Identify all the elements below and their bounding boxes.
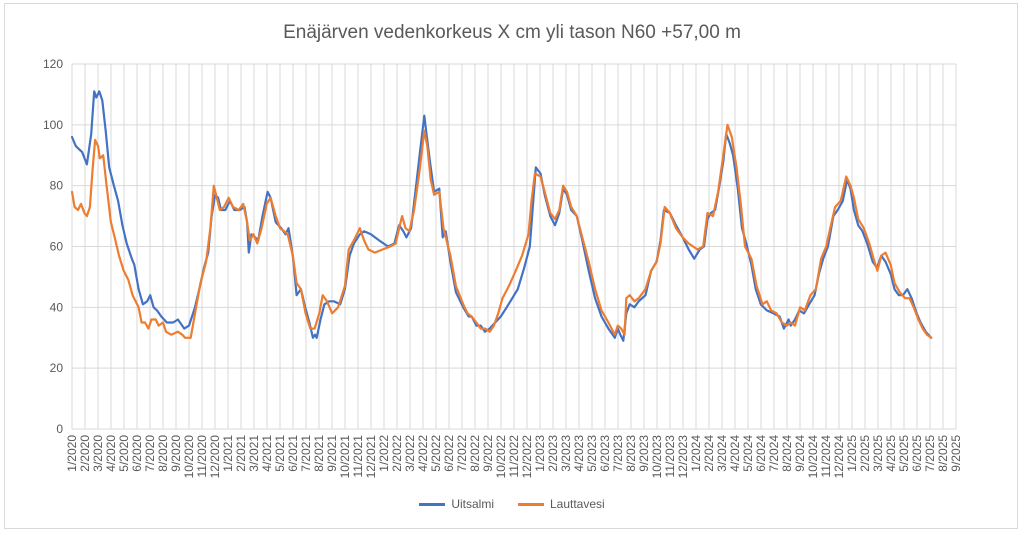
x-tick-label: 10/2024: [806, 435, 820, 479]
x-tick-label: 11/2022: [507, 435, 521, 478]
legend-item-lauttavesi: Lauttavesi: [517, 497, 605, 511]
legend-label-uitsalmi: Uitsalmi: [451, 497, 494, 511]
x-tick-label: 8/2021: [312, 435, 326, 472]
x-axis-ticks: 1/2020 2/2020 3/2020 4/2020 5/2020 6/2020 7/20…: [65, 435, 963, 479]
x-tick-label: 6/2024: [754, 435, 768, 472]
x-tick-label: 3/2020: [91, 435, 105, 472]
x-tick-label: 4/2022: [416, 435, 430, 472]
x-tick-label: 1/2021: [221, 435, 235, 472]
x-tick-label: 8/2025: [936, 435, 950, 472]
x-tick-label: 2/2025: [858, 435, 872, 472]
x-tick-label: 9/2020: [169, 435, 183, 472]
x-tick-label: 2/2023: [546, 435, 560, 472]
x-tick-label: 3/2021: [247, 435, 261, 472]
x-tick-label: 11/2024: [819, 435, 833, 478]
x-tick-label: 6/2022: [442, 435, 456, 472]
chart-frame: [4, 3, 1018, 529]
x-tick-label: 11/2020: [195, 435, 209, 478]
x-tick-label: 5/2021: [273, 435, 287, 472]
x-tick-label: 2/2022: [390, 435, 404, 472]
x-tick-label: 4/2025: [884, 435, 898, 472]
legend-label-lauttavesi: Lauttavesi: [549, 497, 605, 511]
x-tick-label: 5/2025: [897, 435, 911, 472]
y-axis-ticks: 0 20 40 60 80 100 120: [43, 57, 63, 436]
x-tick-label: 6/2023: [598, 435, 612, 472]
y-tick-label: 60: [50, 240, 64, 254]
x-tick-label: 7/2022: [455, 435, 469, 472]
x-tick-label: 5/2022: [429, 435, 443, 472]
x-tick-label: 12/2020: [208, 435, 222, 479]
x-tick-label: 12/2022: [520, 435, 534, 479]
x-tick-label: 9/2021: [325, 435, 339, 472]
x-tick-label: 1/2024: [689, 435, 703, 472]
x-tick-label: 4/2023: [572, 435, 586, 472]
x-tick-label: 9/2023: [637, 435, 651, 472]
x-tick-label: 6/2020: [130, 435, 144, 472]
x-tick-label: 3/2022: [403, 435, 417, 472]
x-tick-label: 4/2021: [260, 435, 274, 472]
x-tick-label: 11/2023: [663, 435, 677, 478]
x-tick-label: 9/2022: [481, 435, 495, 472]
x-tick-label: 6/2021: [286, 435, 300, 472]
x-tick-label: 8/2024: [780, 435, 794, 472]
x-tick-label: 9/2024: [793, 435, 807, 472]
x-tick-label: 3/2025: [871, 435, 885, 472]
x-tick-label: 8/2023: [624, 435, 638, 472]
x-tick-label: 12/2023: [676, 435, 690, 479]
x-tick-label: 2/2021: [234, 435, 248, 472]
legend-item-uitsalmi: Uitsalmi: [419, 497, 494, 511]
gridlines: [71, 63, 957, 430]
y-tick-label: 20: [50, 361, 64, 375]
x-tick-label: 2/2020: [78, 435, 92, 472]
x-tick-label: 10/2021: [338, 435, 352, 479]
y-tick-label: 40: [50, 300, 64, 314]
x-tick-label: 4/2024: [728, 435, 742, 472]
x-tick-label: 10/2020: [182, 435, 196, 479]
x-tick-label: 7/2020: [143, 435, 157, 472]
x-tick-label: 9/2025: [949, 435, 963, 472]
x-tick-label: 8/2022: [468, 435, 482, 472]
x-tick-label: 1/2020: [65, 435, 79, 472]
x-tick-label: 5/2020: [117, 435, 131, 472]
x-tick-label: 3/2024: [715, 435, 729, 472]
x-tick-label: 11/2021: [351, 435, 365, 478]
x-tick-label: 7/2025: [923, 435, 937, 472]
x-tick-label: 1/2025: [845, 435, 859, 472]
x-tick-label: 4/2020: [104, 435, 118, 472]
x-tick-label: 12/2024: [832, 435, 846, 479]
chart-title: Enäjärven vedenkorkeus X cm yli tason N6…: [283, 22, 741, 43]
x-tick-label: 7/2024: [767, 435, 781, 472]
x-tick-label: 5/2023: [585, 435, 599, 472]
series-lines: [70, 90, 933, 342]
legend-swatch-uitsalmi: [419, 502, 446, 506]
y-tick-label: 100: [43, 118, 63, 132]
series-line-lauttavesi: [70, 123, 933, 339]
x-tick-label: 7/2021: [299, 435, 313, 472]
x-tick-label: 3/2023: [559, 435, 573, 472]
x-tick-label: 6/2025: [910, 435, 924, 472]
x-tick-label: 2/2024: [702, 435, 716, 472]
y-tick-label: 80: [50, 179, 64, 193]
x-tick-label: 7/2023: [611, 435, 625, 472]
x-tick-label: 1/2022: [377, 435, 391, 472]
x-tick-label: 12/2021: [364, 435, 378, 479]
x-tick-label: 10/2023: [650, 435, 664, 479]
y-tick-label: 120: [43, 57, 63, 71]
legend-swatch-lauttavesi: [517, 502, 544, 506]
x-tick-label: 5/2024: [741, 435, 755, 472]
x-tick-label: 8/2020: [156, 435, 170, 472]
y-tick-label: 0: [56, 422, 63, 436]
x-tick-label: 1/2023: [533, 435, 547, 472]
x-tick-label: 10/2022: [494, 435, 508, 479]
legend: Uitsalmi Lauttavesi: [0, 497, 1024, 511]
